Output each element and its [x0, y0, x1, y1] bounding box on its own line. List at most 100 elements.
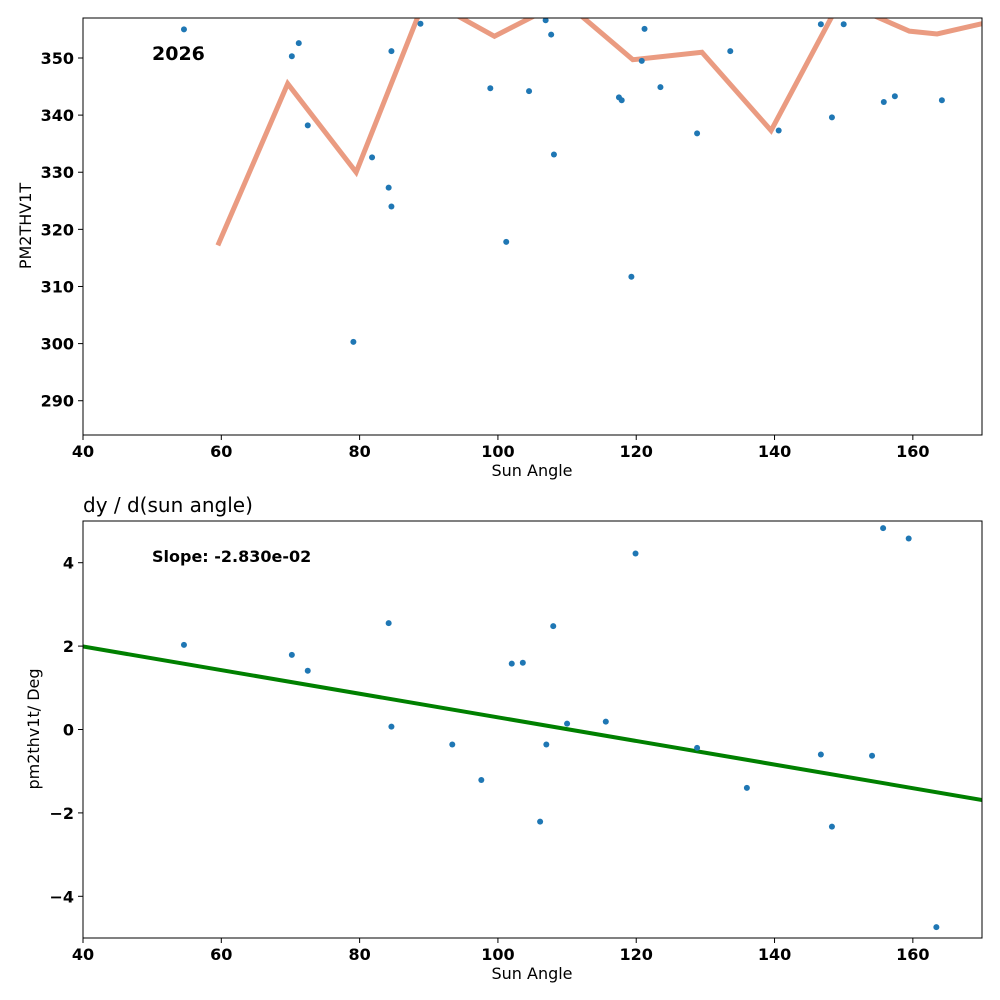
bottom-y-tick-label: 0 — [63, 721, 74, 740]
top-data-point — [304, 122, 311, 129]
bottom-x-tick-label: 140 — [758, 945, 791, 964]
top-x-tick-label: 40 — [72, 442, 94, 461]
top-data-point — [817, 21, 824, 28]
top-y-axis-ticks: 290 300 310 320 330 340 350 — [41, 49, 83, 411]
bottom-data-point — [933, 924, 940, 931]
bottom-data-point — [385, 620, 392, 627]
bottom-x-tick-label: 80 — [348, 945, 370, 964]
bottom-y-tick-label: 4 — [63, 554, 74, 573]
top-data-point — [503, 238, 510, 245]
bottom-fit-line — [83, 644, 982, 802]
bottom-data-point — [478, 776, 485, 783]
top-data-point — [891, 93, 898, 100]
top-data-point — [388, 48, 395, 55]
top-year-annotation: 2026 — [152, 43, 205, 65]
top-data-point — [694, 130, 701, 137]
bottom-data-point — [694, 744, 701, 751]
top-data-point — [180, 26, 187, 33]
bottom-y-tick-label: 2 — [63, 637, 74, 656]
top-data-point — [938, 97, 945, 104]
top-trend-line — [215, 18, 982, 247]
top-y-axis-label: PM2THV1T — [16, 183, 35, 270]
bottom-data-point — [817, 751, 824, 758]
top-data-point — [526, 88, 533, 95]
top-data-point — [369, 154, 376, 161]
top-x-tick-label: 120 — [620, 442, 653, 461]
top-data-point — [385, 184, 392, 191]
bottom-points-layer — [180, 525, 940, 931]
top-data-point — [417, 20, 424, 27]
bottom-x-tick-label: 100 — [481, 945, 514, 964]
top-plot: 40 60 80 100 120 140 160 290 300 310 320 330 340 350… — [16, 17, 983, 480]
bottom-data-point — [519, 659, 526, 666]
top-y-tick-label: 330 — [41, 163, 74, 182]
bottom-y-axis-label: pm2thv1t/ Deg — [24, 668, 43, 789]
bottom-data-point — [508, 660, 515, 667]
bottom-data-point — [632, 550, 639, 557]
bottom-data-point — [537, 818, 544, 825]
bottom-x-axis-ticks: 40 60 80 100 120 140 160 — [72, 938, 930, 964]
bottom-data-point — [602, 718, 609, 725]
bottom-data-point — [288, 651, 295, 658]
top-x-tick-label: 60 — [210, 442, 232, 461]
top-data-point — [641, 25, 648, 32]
bottom-plot-frame — [82, 520, 983, 939]
top-y-tick-label: 320 — [41, 220, 74, 239]
bottom-data-point — [828, 823, 835, 830]
top-data-point — [548, 31, 555, 38]
bottom-x-tick-label: 40 — [72, 945, 94, 964]
bottom-x-axis-label: Sun Angle — [491, 964, 572, 983]
bottom-data-point — [564, 720, 571, 727]
top-data-point — [288, 53, 295, 60]
top-data-point — [628, 273, 635, 280]
bottom-x-tick-label: 60 — [210, 945, 232, 964]
top-y-tick-label: 350 — [41, 49, 74, 68]
top-y-tick-label: 310 — [41, 277, 74, 296]
top-data-point — [487, 85, 494, 92]
bottom-y-axis-ticks: −4 −2 0 2 4 — [49, 554, 83, 906]
bottom-x-tick-label: 160 — [896, 945, 929, 964]
top-data-point — [550, 151, 557, 158]
top-data-point — [618, 97, 625, 104]
bottom-data-point — [905, 535, 912, 542]
bottom-data-point — [388, 723, 395, 730]
top-data-point — [828, 114, 835, 121]
bottom-data-point — [543, 741, 550, 748]
top-points-layer — [180, 18, 945, 345]
top-y-tick-label: 340 — [41, 106, 74, 125]
bottom-slope-annotation: Slope: -2.830e-02 — [152, 547, 311, 566]
top-x-tick-label: 140 — [758, 442, 791, 461]
top-x-tick-label: 160 — [896, 442, 929, 461]
top-data-point — [840, 21, 847, 28]
bottom-data-point — [304, 667, 311, 674]
top-x-tick-label: 80 — [348, 442, 370, 461]
bottom-plot: dy / d(sun angle) 40 60 80 100 120 140 160 −4−… — [24, 493, 983, 983]
bottom-data-point — [880, 525, 887, 532]
bottom-y-tick-label: −2 — [49, 804, 74, 823]
top-data-point — [727, 48, 734, 55]
top-plot-frame — [82, 17, 983, 436]
top-data-point — [388, 203, 395, 210]
bottom-data-point — [743, 784, 750, 791]
top-data-point — [295, 40, 302, 47]
top-x-axis-ticks: 40 60 80 100 120 140 160 — [72, 435, 930, 461]
top-data-point — [775, 127, 782, 134]
top-y-tick-label: 290 — [41, 392, 74, 411]
bottom-fit-line-layer — [83, 644, 982, 802]
bottom-data-point — [449, 741, 456, 748]
bottom-x-tick-label: 120 — [620, 945, 653, 964]
bottom-data-point — [180, 641, 187, 648]
top-y-tick-label: 300 — [41, 335, 74, 354]
top-data-point — [350, 338, 357, 345]
top-data-point — [542, 18, 549, 24]
bottom-y-tick-label: −4 — [49, 887, 74, 906]
top-trend-line-layer — [215, 18, 982, 247]
bottom-data-point — [550, 623, 557, 630]
top-x-tick-label: 100 — [481, 442, 514, 461]
top-data-point — [657, 84, 664, 91]
top-data-point — [638, 57, 645, 64]
top-x-axis-label: Sun Angle — [491, 461, 572, 480]
top-data-point — [880, 98, 887, 105]
bottom-data-point — [869, 752, 876, 759]
